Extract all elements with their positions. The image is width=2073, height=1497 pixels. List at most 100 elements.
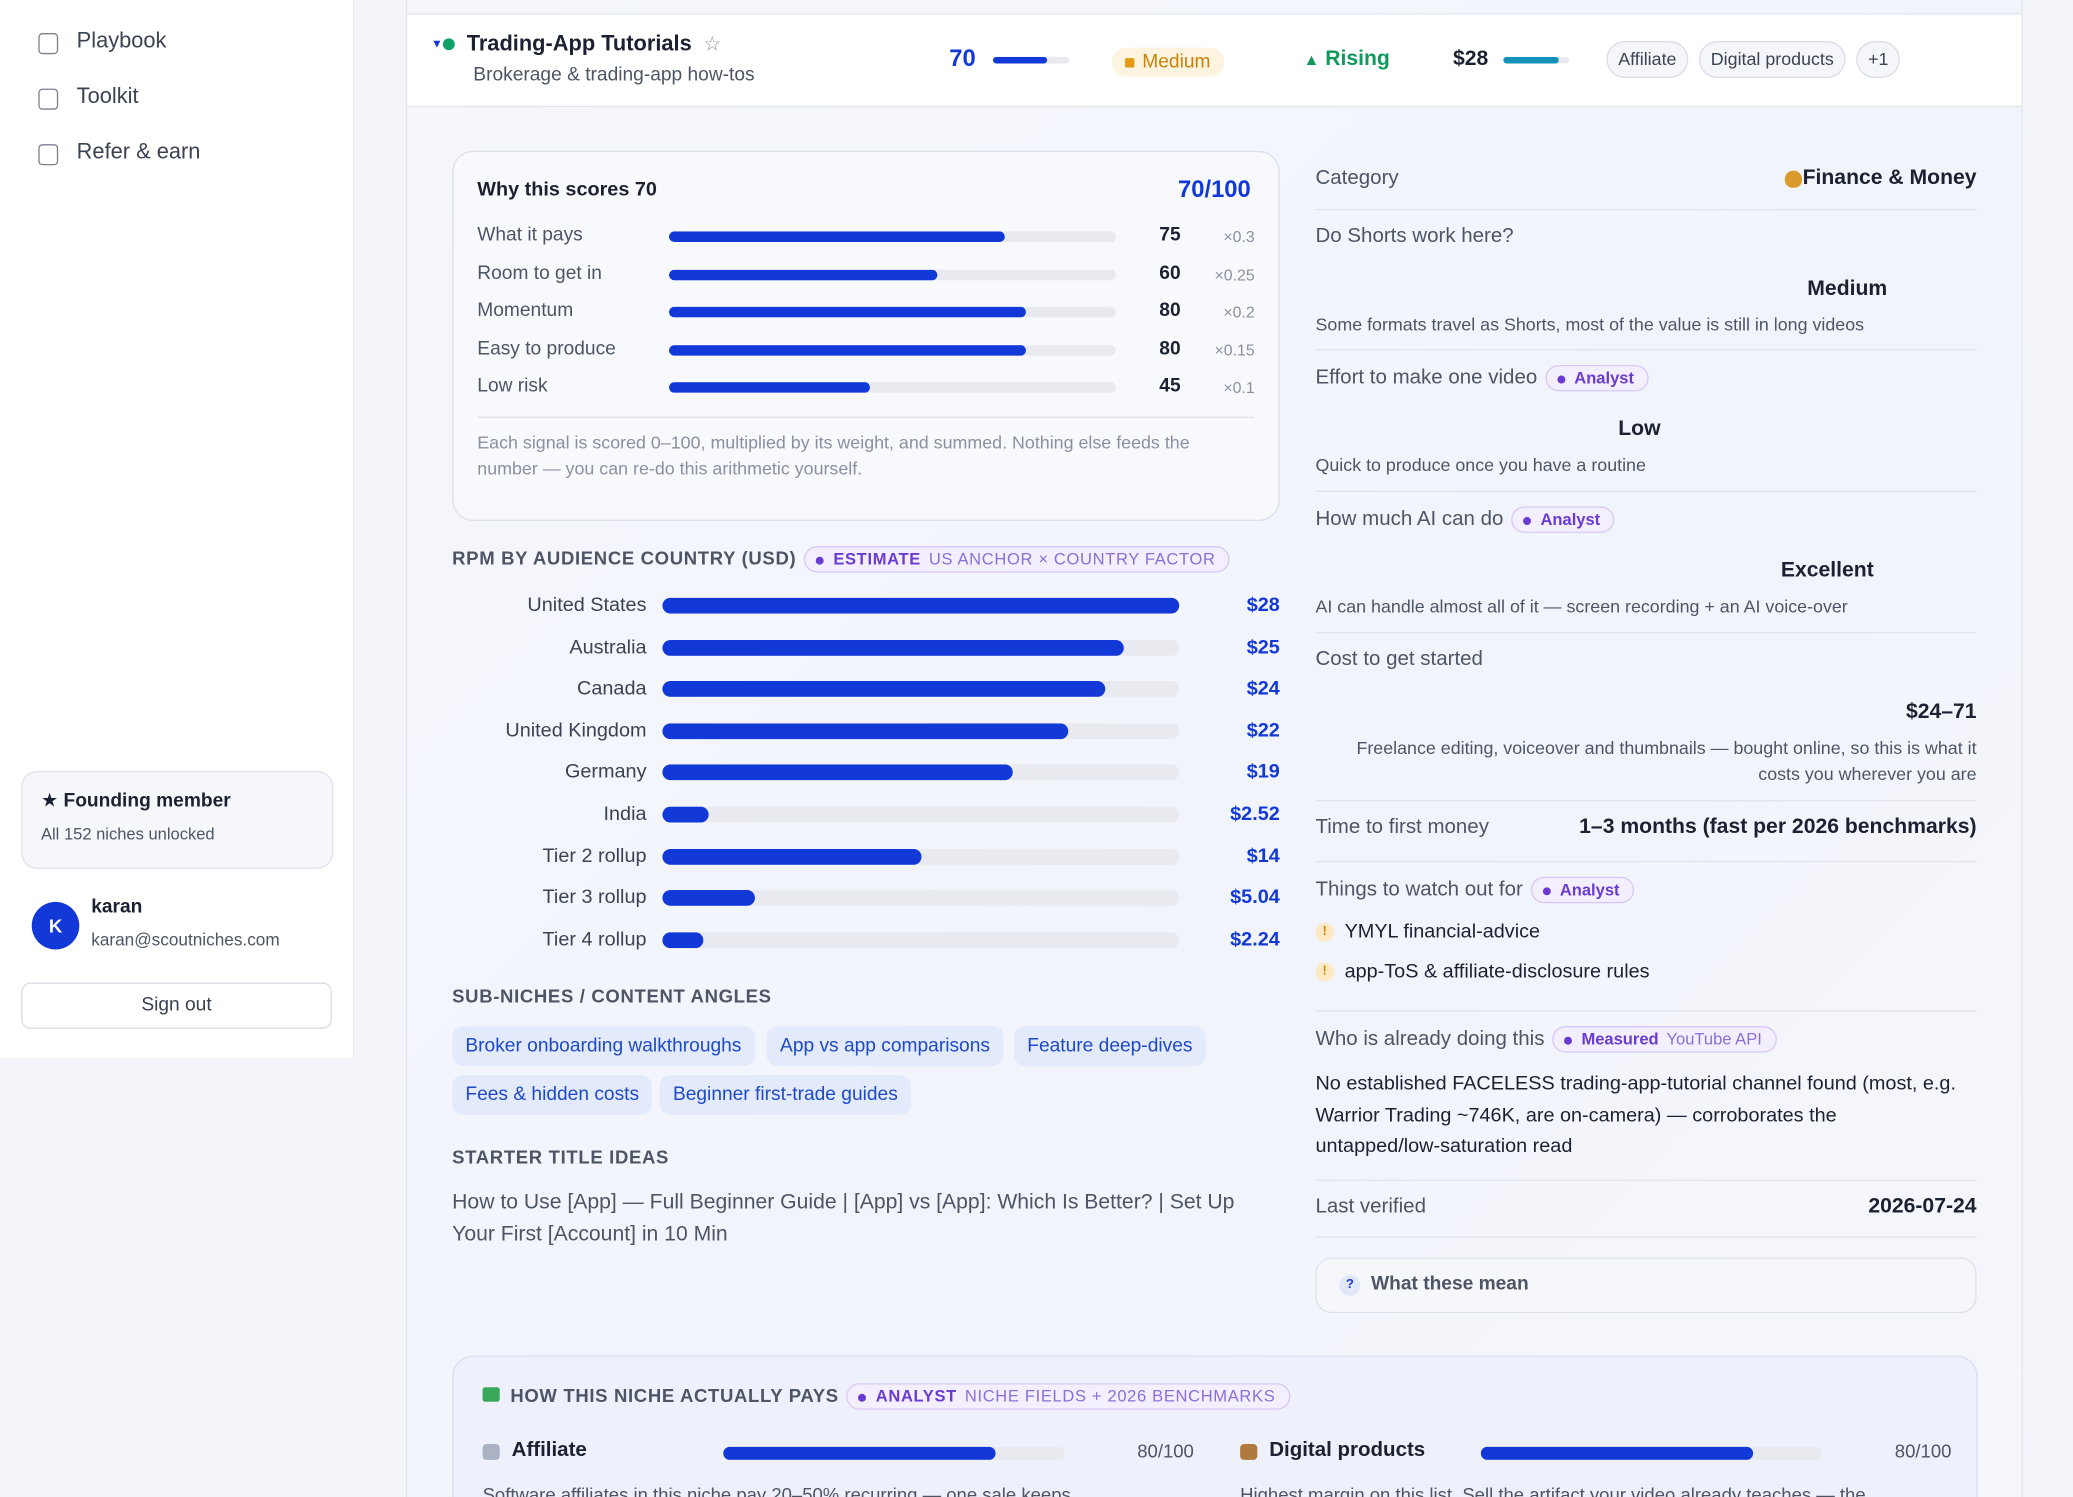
signal-weight: ×0.3 xyxy=(1223,227,1255,246)
sub-niche-chip[interactable]: Broker onboarding walkthroughs xyxy=(452,1026,755,1066)
analyst-badge: Measured YouTube API xyxy=(1552,1026,1777,1053)
help-button[interactable]: ? What these mean xyxy=(1315,1257,1977,1314)
country-name: Australia xyxy=(569,635,647,659)
detail-value: $24–71 xyxy=(1905,700,1977,724)
score-title: Why this scores 70 xyxy=(477,178,657,202)
competition-text: Medium xyxy=(1142,51,1211,73)
label-text: Do Shorts work here? xyxy=(1315,224,1514,248)
signal-name: What it pays xyxy=(477,224,583,246)
rpm-bar xyxy=(662,848,921,865)
detail-label: Things to watch out for Analyst xyxy=(1315,876,1635,904)
watch-item: YMYL financial-advice xyxy=(1344,920,1541,943)
user-name: karan xyxy=(91,896,143,918)
detail-text: No established FACELESS trading-app-tuto… xyxy=(1315,1072,1956,1158)
rpm-bar xyxy=(662,890,756,907)
detail-description: Quick to produce once you have a routine xyxy=(1315,454,1646,475)
signal-name: Easy to produce xyxy=(477,338,616,360)
signal-weight: ×0.1 xyxy=(1223,378,1255,398)
detail-row: Effort to make one video Analyst Low Quick … xyxy=(1315,349,1977,492)
country-name: Canada xyxy=(577,677,647,700)
detail-row: Do Shorts work here? Medium Some formats t… xyxy=(1315,209,1977,351)
label-text: Effort to make one video xyxy=(1315,366,1538,389)
analyst-badge: Analyst xyxy=(1511,506,1615,533)
signal-value: 75 xyxy=(1159,224,1181,246)
model-bar xyxy=(1480,1446,1754,1460)
sub-niche-chip[interactable]: Beginner first-trade guides xyxy=(659,1075,912,1115)
rpm-bar xyxy=(1503,56,1559,64)
user-email: karan@scoutniches.com xyxy=(91,929,280,950)
category-icon xyxy=(1784,170,1803,188)
niche-name: Trading-App Tutorials xyxy=(466,31,692,56)
analyst-badge: Analyst xyxy=(1545,364,1649,392)
signal-weight: ×0.2 xyxy=(1223,303,1255,322)
nav-icon xyxy=(38,33,59,55)
detail-label: Last verified xyxy=(1315,1195,1425,1219)
badge-text: Measured xyxy=(1581,1030,1659,1049)
detail-label: Do Shorts work here? xyxy=(1315,225,1513,249)
badge-dot xyxy=(1564,1036,1573,1045)
member-card: ★ Founding member All 152 niches unlocke… xyxy=(21,770,334,869)
country-name: Tier 3 rollup xyxy=(542,886,647,909)
detail-value: 1–3 months (fast per 2026 benchmarks) xyxy=(1579,815,1977,839)
rpm-value: $24 xyxy=(1246,677,1280,700)
badge-dot xyxy=(1557,375,1566,384)
detail-value: 2026-07-24 xyxy=(1868,1195,1977,1218)
detail-row: Things to watch out for Analyst! YMYL fina… xyxy=(1315,861,1977,1012)
member-subtitle: All 152 niches unlocked xyxy=(40,825,215,844)
model-bar xyxy=(723,1446,997,1460)
money-icon xyxy=(482,1387,500,1403)
signal-name: Momentum xyxy=(477,300,574,322)
rpm-track xyxy=(662,681,1180,698)
score-bar xyxy=(992,56,1047,64)
pays-heading: HOW THIS NICHE ACTUALLY PAYS ANALYST NICHE… xyxy=(482,1383,1290,1410)
badge-kind: ANALYST xyxy=(875,1387,957,1406)
badge-source: US ANCHOR × COUNTRY FACTOR xyxy=(928,550,1216,569)
detail-label: Effort to make one video Analyst xyxy=(1315,364,1649,392)
rpm-bar xyxy=(662,597,1180,614)
rpm-track xyxy=(662,764,1180,781)
sub-niche-chip[interactable]: Feature deep-dives xyxy=(1014,1026,1206,1066)
rpm-bar xyxy=(662,639,1124,656)
nav-item[interactable]: Toolkit xyxy=(76,84,139,109)
signal-track xyxy=(668,231,1116,242)
badge-dot xyxy=(1542,886,1551,895)
label-text: Category xyxy=(1315,166,1399,190)
avatar: K xyxy=(31,901,80,950)
signal-value: 45 xyxy=(1159,376,1181,398)
signal-track xyxy=(668,269,1116,280)
badge-text: Analyst xyxy=(1559,880,1620,900)
badge-dot xyxy=(1523,516,1532,525)
expand-caret[interactable]: ▼ xyxy=(431,37,443,51)
detail-row: Who is already doing this Measured YouTube… xyxy=(1315,1010,1977,1181)
country-name: Tier 2 rollup xyxy=(542,844,647,867)
tag: +1 xyxy=(1856,40,1901,79)
badge-kind: ESTIMATE xyxy=(833,550,921,569)
model-text: Software affiliates in this niche pay 20… xyxy=(482,1483,1071,1497)
favorite-star[interactable]: ☆ xyxy=(703,33,722,56)
signal-name: Room to get in xyxy=(477,262,602,284)
nav-item[interactable]: Refer & earn xyxy=(76,140,201,164)
detail-row: Last verified 2026-07-24 xyxy=(1315,1180,1977,1238)
model-score: 80/100 xyxy=(1137,1440,1194,1462)
signal-bar xyxy=(668,269,938,280)
nav-item[interactable]: Playbook xyxy=(76,29,167,53)
detail-row: How much AI can do Analyst Excellent AI can… xyxy=(1315,491,1977,634)
detail-value: Finance & Money xyxy=(1802,166,1977,190)
signal-bar xyxy=(668,344,1027,356)
signal-name: Low risk xyxy=(477,376,548,398)
tag: Affiliate xyxy=(1606,40,1689,79)
status-dot xyxy=(442,38,455,51)
rpm-value: $19 xyxy=(1246,760,1280,784)
warning-icon: ! xyxy=(1315,923,1334,942)
sub-niche-chip[interactable]: App vs app comparisons xyxy=(766,1026,1004,1066)
detail-row: Time to first money 1–3 months (fast per … xyxy=(1315,800,1977,863)
sign-out-button[interactable]: Sign out xyxy=(21,982,332,1029)
rpm-bar xyxy=(662,932,704,948)
pays-title: HOW THIS NICHE ACTUALLY PAYS xyxy=(510,1384,839,1407)
rpm-title: RPM BY AUDIENCE COUNTRY (USD) xyxy=(452,547,797,569)
badge-source: NICHE FIELDS + 2026 BENCHMARKS xyxy=(964,1387,1276,1406)
sub-niche-chip[interactable]: Fees & hidden costs xyxy=(452,1075,653,1115)
member-title: ★ Founding member xyxy=(40,790,231,812)
rpm-value: $2.52 xyxy=(1230,802,1280,826)
